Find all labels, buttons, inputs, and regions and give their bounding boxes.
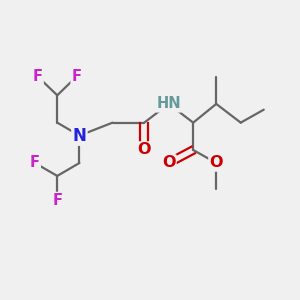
- Text: O: O: [137, 142, 151, 158]
- Text: N: N: [73, 127, 86, 145]
- Text: O: O: [162, 155, 175, 170]
- Text: F: F: [30, 155, 40, 170]
- Text: HN: HN: [156, 96, 181, 111]
- Text: F: F: [52, 193, 62, 208]
- Text: O: O: [209, 155, 223, 170]
- Text: F: F: [33, 69, 43, 84]
- Text: F: F: [72, 69, 82, 84]
